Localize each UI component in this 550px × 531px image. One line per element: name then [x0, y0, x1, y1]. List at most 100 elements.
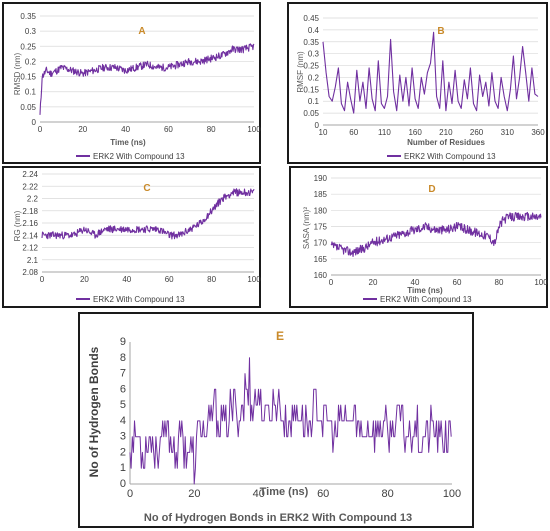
x-tick-label: 80 — [381, 488, 393, 500]
x-tick-label: 80 — [207, 275, 216, 284]
x-tick-label: 40 — [121, 125, 130, 134]
y-tick-label: 2.22 — [22, 182, 38, 191]
x-tick-label: 40 — [253, 488, 265, 500]
y-tick-label: 8 — [120, 352, 126, 364]
y-tick-label: 2.24 — [22, 170, 38, 179]
y-tick-label: 0.05 — [303, 109, 319, 118]
chart-d: 160 165 170 175 180 185 190 0 20 40 60 80 100 D SASA (… — [302, 174, 548, 304]
x-tick-label: 40 — [411, 278, 420, 287]
y-tick-label: 0.2 — [25, 57, 37, 66]
y-tick-label: 2.1 — [27, 256, 39, 265]
x-tick-label: 60 — [165, 275, 174, 284]
panel-letter: E — [276, 329, 284, 343]
y-tick-label: 0.35 — [303, 38, 319, 47]
y-axis-label: SASA (nm)² — [302, 207, 311, 250]
x-tick-label: 0 — [329, 278, 334, 287]
x-tick-label: 360 — [531, 128, 545, 137]
y-axis-label: RMSD (nm) — [13, 53, 22, 96]
panel-d: 160 165 170 175 180 185 190 0 20 40 60 80 100 D SASA (… — [289, 166, 548, 308]
y-axis-label: RMSF (nm) — [296, 51, 305, 93]
x-tick-label: 60 — [453, 278, 462, 287]
series-line — [39, 43, 255, 115]
y-tick-label: 1 — [120, 462, 126, 474]
x-tick-label: 100 — [534, 278, 548, 287]
panel-letter: C — [143, 183, 150, 194]
panel-letter: D — [428, 184, 435, 195]
chart-b: 0 0.05 0.1 0.15 0.2 0.25 0.3 0.35 0.4 0.45 10 60 110… — [296, 14, 545, 161]
y-tick-label: 0.15 — [20, 73, 36, 82]
x-tick-label: 210 — [439, 128, 453, 137]
x-tick-label: 10 — [319, 128, 328, 137]
chart-a: 0 0.05 0.1 0.15 0.2 0.25 0.3 0.35 0 20 40 60 80 100 A R… — [13, 12, 261, 161]
y-tick-label: 175 — [314, 223, 328, 232]
y-tick-label: 0.2 — [308, 73, 320, 82]
x-tick-label: 260 — [470, 128, 484, 137]
x-tick-label: 100 — [247, 125, 261, 134]
y-tick-label: 0.1 — [25, 88, 37, 97]
y-tick-label: 3 — [120, 431, 126, 443]
y-tick-label: 0 — [315, 121, 320, 130]
panel-letter: B — [437, 26, 444, 37]
x-axis-label: Time (ns) — [407, 286, 443, 295]
x-tick-label: 0 — [38, 125, 43, 134]
legend-label: ERK2 With Compound 13 — [380, 295, 472, 304]
legend-label: ERK2 With Compound 13 — [404, 152, 496, 161]
y-tick-label: 0.25 — [20, 42, 36, 51]
y-tick-label: 2 — [120, 446, 126, 458]
panel-e: 0 1 2 3 4 5 6 7 8 9 0 20 40 60 80 100 E No of Hydrogen Bo… — [78, 312, 474, 528]
x-tick-label: 20 — [188, 488, 200, 500]
x-tick-label: 40 — [122, 275, 131, 284]
panel-letter: A — [138, 26, 145, 37]
x-tick-label: 60 — [349, 128, 358, 137]
x-tick-label: 160 — [408, 128, 422, 137]
x-tick-label: 0 — [127, 488, 133, 500]
y-tick-label: 185 — [314, 190, 328, 199]
x-tick-label: 60 — [317, 488, 329, 500]
y-tick-label: 9 — [120, 336, 126, 348]
panel-b: 0 0.05 0.1 0.15 0.2 0.25 0.3 0.35 0.4 0.45 10 60 110… — [287, 2, 548, 164]
y-tick-label: 165 — [314, 255, 328, 264]
y-tick-label: 190 — [314, 174, 328, 183]
x-axis-label: Time (ns) — [260, 486, 309, 498]
y-tick-label: 0 — [32, 118, 37, 127]
y-tick-label: 5 — [120, 399, 126, 411]
panel-a: 0 0.05 0.1 0.15 0.2 0.25 0.3 0.35 0 20 40 60 80 100 A R… — [2, 2, 261, 164]
y-tick-label: 0.1 — [308, 97, 320, 106]
y-tick-label: 2.08 — [22, 268, 38, 277]
x-tick-label: 80 — [207, 125, 216, 134]
x-tick-label: 80 — [495, 278, 504, 287]
chart-c: 2.08 2.1 2.12 2.14 2.16 2.18 2.2 2.22 2.24 0 20 40 6… — [13, 170, 261, 304]
y-tick-label: 4 — [120, 415, 126, 427]
y-tick-label: 2.12 — [22, 244, 38, 253]
x-tick-label: 60 — [164, 125, 173, 134]
y-axis-label: RG (nm) — [13, 210, 22, 241]
y-tick-label: 0.3 — [25, 27, 37, 36]
y-tick-label: 0.35 — [20, 12, 36, 21]
x-tick-label: 110 — [378, 128, 391, 137]
series-line — [129, 357, 452, 485]
y-tick-label: 2.14 — [22, 231, 38, 240]
y-tick-label: 160 — [314, 271, 328, 280]
x-tick-label: 20 — [80, 275, 89, 284]
x-axis-label: Time (ns) — [110, 138, 146, 147]
y-tick-label: 0.25 — [303, 62, 319, 71]
x-tick-label: 100 — [247, 275, 261, 284]
y-tick-label: 2.18 — [22, 207, 38, 216]
y-tick-label: 0.4 — [308, 26, 320, 35]
series-line — [41, 188, 255, 240]
y-tick-label: 0 — [120, 478, 126, 490]
series-line — [330, 211, 542, 258]
y-axis-label: No of Hydrogen Bonds — [87, 346, 101, 477]
x-tick-label: 100 — [443, 488, 461, 500]
chart-title: No of Hydrogen Bonds in ERK2 With Compou… — [144, 512, 412, 524]
y-tick-label: 7 — [120, 368, 126, 380]
x-tick-label: 0 — [40, 275, 45, 284]
panel-c: 2.08 2.1 2.12 2.14 2.16 2.18 2.2 2.22 2.24 0 20 40 6… — [2, 166, 261, 308]
y-tick-label: 2.16 — [22, 219, 38, 228]
y-tick-label: 170 — [314, 239, 328, 248]
y-tick-label: 0.05 — [20, 103, 36, 112]
y-tick-label: 6 — [120, 383, 126, 395]
x-tick-label: 20 — [369, 278, 378, 287]
legend-label: ERK2 With Compound 13 — [93, 152, 185, 161]
y-tick-label: 0.3 — [308, 50, 320, 59]
